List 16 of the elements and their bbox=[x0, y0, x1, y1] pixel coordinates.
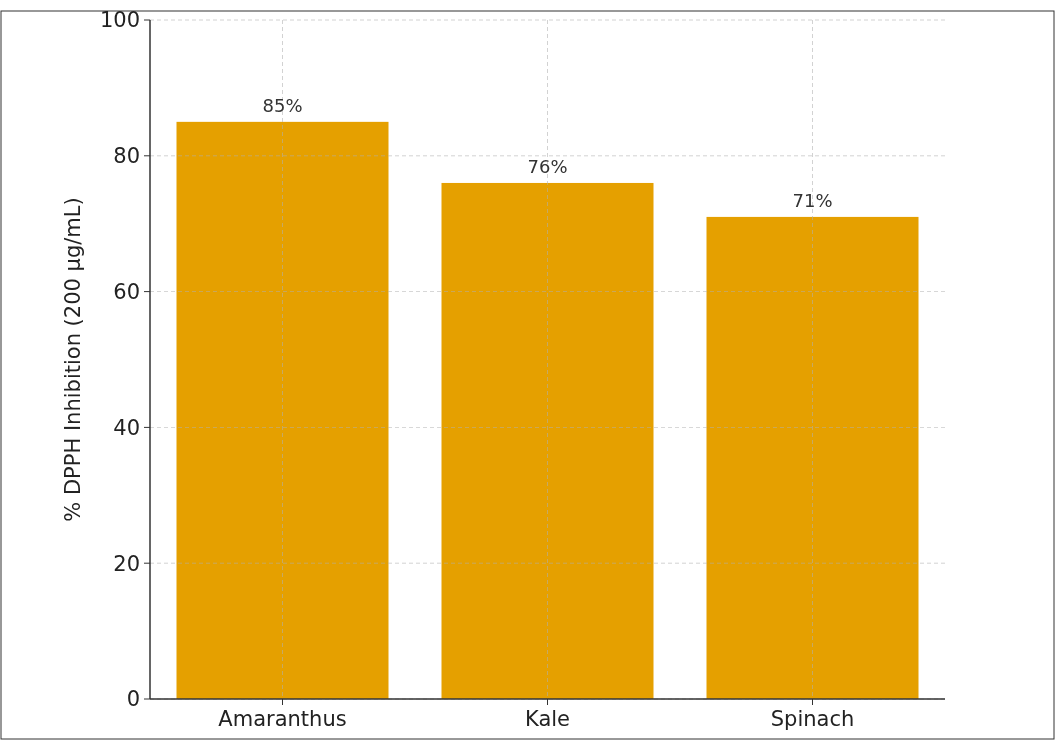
y-tick-label: 0 bbox=[126, 687, 140, 712]
bar bbox=[176, 121, 389, 699]
y-tick-label: 100 bbox=[99, 8, 140, 33]
y-tick-label: 20 bbox=[113, 551, 140, 576]
bar bbox=[706, 216, 919, 699]
data-label: 71% bbox=[792, 189, 833, 211]
x-tick-label: Kale bbox=[524, 707, 571, 731]
y-tick-label: 80 bbox=[113, 144, 140, 169]
y-tick-label: 60 bbox=[113, 279, 140, 304]
bar bbox=[441, 182, 654, 699]
data-label: 76% bbox=[527, 155, 568, 177]
y-tick-label: 40 bbox=[113, 415, 140, 440]
data-label: 85% bbox=[262, 94, 303, 116]
x-tick-label: Amaranthus bbox=[218, 707, 347, 731]
x-tick-label: Spinach bbox=[770, 707, 855, 731]
y-axis-title: % DPPH Inhibition (200 µg/mL) bbox=[61, 197, 85, 522]
